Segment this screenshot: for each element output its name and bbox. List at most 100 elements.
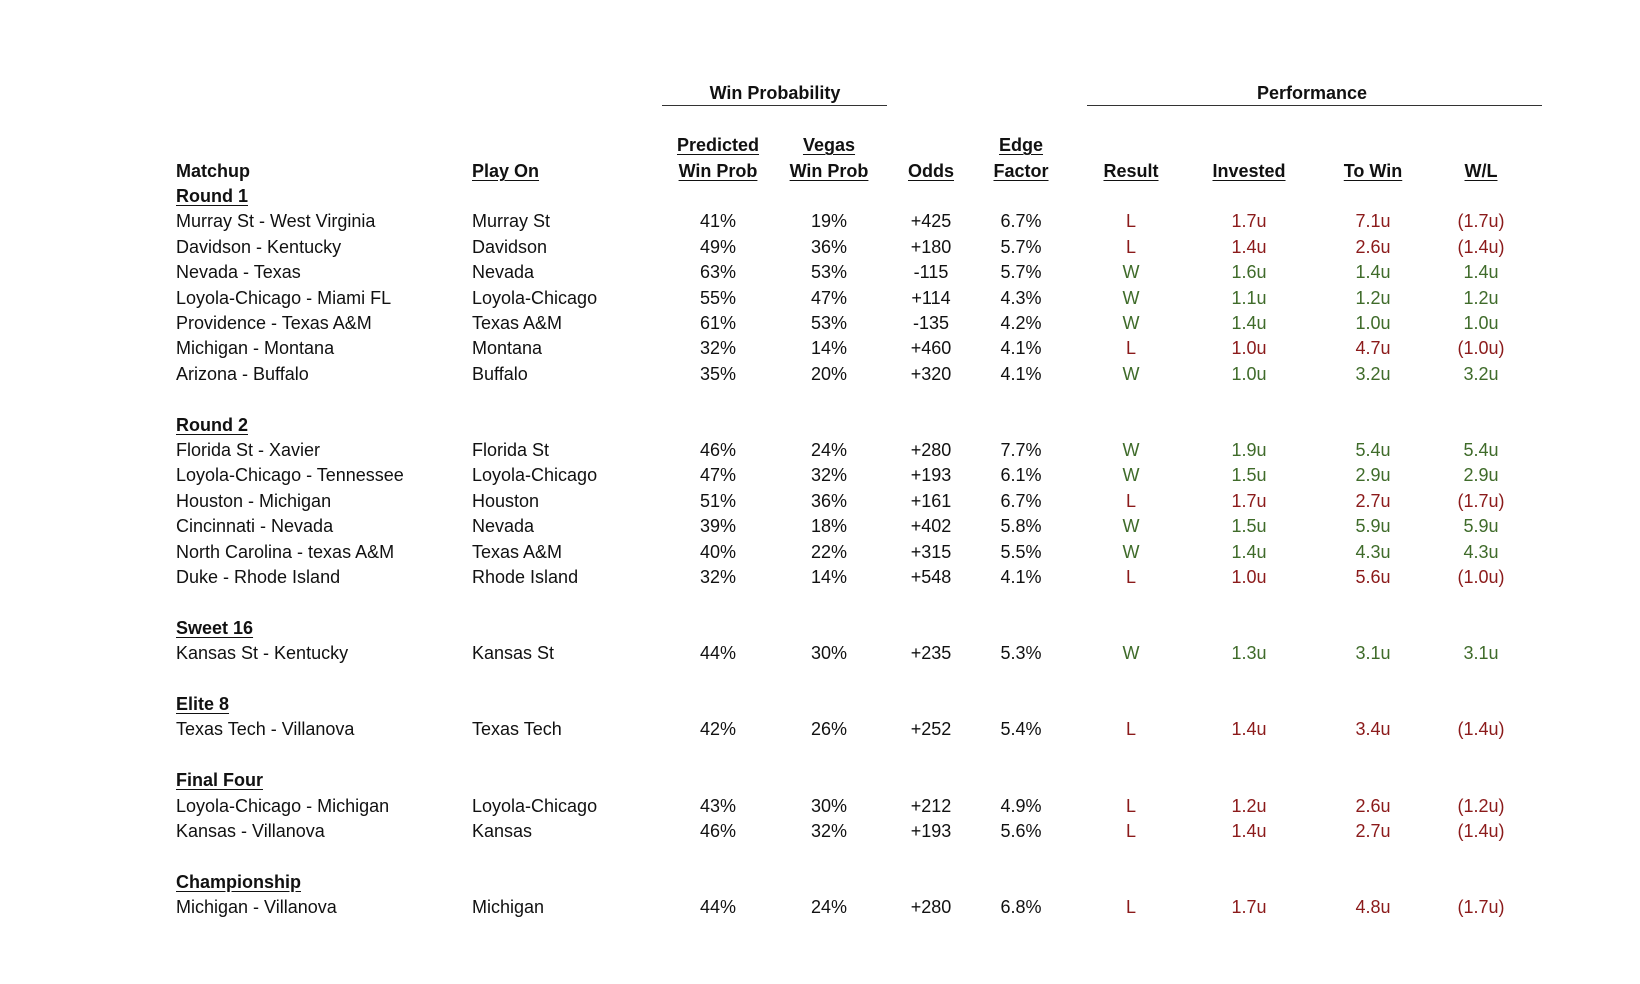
play-on-cell: Florida St — [472, 440, 550, 460]
edge-factor-cell: 6.8% — [1000, 897, 1042, 918]
vegas-win-prob-cell: 32% — [810, 465, 848, 486]
invested-cell: 1.7u — [1231, 897, 1267, 918]
column-header-wl: W/L — [1464, 161, 1498, 181]
odds-cell: +425 — [910, 211, 952, 232]
result-cell: W — [1122, 440, 1140, 460]
result-cell: L — [1125, 719, 1137, 740]
wl-cell: (1.7u) — [1457, 211, 1505, 232]
invested-cell: 1.0u — [1231, 338, 1267, 359]
round-heading: Sweet 16 — [176, 617, 254, 638]
result-cell: L — [1125, 821, 1137, 841]
edge-factor-cell: 5.4% — [1000, 719, 1042, 740]
play-on-cell: Texas A&M — [472, 541, 563, 562]
edge-factor-cell: 5.8% — [1000, 516, 1042, 537]
edge-factor-cell: 4.1% — [1000, 338, 1042, 359]
wl-cell: 3.2u — [1463, 363, 1499, 384]
to-win-cell: 2.7u — [1355, 821, 1391, 841]
matchup-cell: Duke - Rhode Island — [176, 567, 341, 587]
matchup-cell: Texas Tech - Villanova — [176, 719, 355, 740]
to-win-cell: 2.7u — [1355, 490, 1391, 511]
odds-cell: +114 — [911, 287, 951, 308]
group-header-win-probability: Win Probability — [709, 83, 841, 103]
result-cell: L — [1125, 236, 1137, 257]
wl-cell: (1.7u) — [1457, 490, 1505, 511]
invested-cell: 1.4u — [1231, 313, 1267, 333]
to-win-cell: 4.3u — [1355, 541, 1391, 562]
vegas-win-prob-cell: 24% — [810, 440, 848, 460]
matchup-cell: Houston - Michigan — [176, 490, 332, 511]
predicted-win-prob-cell: 49% — [699, 236, 737, 257]
group-divider-performance — [1087, 105, 1542, 106]
predicted-win-prob-cell: 39% — [699, 516, 737, 537]
to-win-cell: 2.6u — [1355, 795, 1391, 816]
predicted-win-prob-cell: 61% — [699, 313, 737, 333]
edge-factor-cell: 5.6% — [1000, 821, 1042, 841]
to-win-cell: 4.7u — [1355, 338, 1391, 359]
play-on-cell: Davidson — [472, 236, 548, 257]
odds-cell: -135 — [912, 313, 950, 333]
odds-cell: +280 — [910, 440, 952, 460]
matchup-cell: North Carolina - texas A&M — [176, 541, 395, 562]
play-on-cell: Loyola-Chicago — [472, 465, 598, 486]
play-on-cell: Texas A&M — [472, 313, 563, 333]
matchup-cell: Florida St - Xavier — [176, 440, 321, 460]
to-win-cell: 5.9u — [1355, 516, 1391, 537]
round-heading: Round 1 — [176, 186, 248, 206]
predicted-win-prob-cell: 51% — [699, 490, 737, 511]
play-on-cell: Michigan — [472, 897, 545, 918]
result-cell: L — [1125, 338, 1137, 359]
vegas-win-prob-cell: 18% — [810, 516, 848, 537]
result-cell: W — [1122, 541, 1140, 562]
to-win-cell: 1.4u — [1355, 262, 1391, 283]
group-header-performance: Performance — [1256, 83, 1368, 103]
result-cell: L — [1125, 567, 1137, 587]
to-win-cell: 3.4u — [1355, 719, 1391, 740]
wl-cell: 2.9u — [1463, 465, 1499, 486]
to-win-cell: 4.8u — [1355, 897, 1391, 918]
odds-cell: +193 — [910, 465, 952, 486]
invested-cell: 1.0u — [1231, 567, 1267, 587]
wl-cell: (1.7u) — [1457, 897, 1505, 918]
vegas-win-prob-cell: 32% — [810, 821, 848, 841]
predicted-win-prob-cell: 63% — [699, 262, 737, 283]
odds-cell: +320 — [910, 363, 952, 384]
result-cell: W — [1122, 313, 1140, 333]
edge-factor-cell: 6.7% — [1000, 211, 1042, 232]
predicted-win-prob-cell: 40% — [699, 541, 737, 562]
wl-cell: 4.3u — [1463, 541, 1499, 562]
play-on-cell: Murray St — [472, 211, 551, 232]
matchup-cell: Davidson - Kentucky — [176, 236, 342, 257]
wl-cell: (1.0u) — [1457, 338, 1505, 359]
wl-cell: 5.9u — [1463, 516, 1499, 537]
wl-cell: 1.0u — [1463, 313, 1499, 333]
invested-cell: 1.6u — [1231, 262, 1267, 283]
matchup-cell: Loyola-Chicago - Tennessee — [176, 465, 404, 486]
to-win-cell: 2.6u — [1355, 236, 1391, 257]
edge-factor-cell: 4.3% — [1000, 287, 1042, 308]
vegas-win-prob-cell: 22% — [810, 541, 848, 562]
invested-cell: 1.7u — [1231, 211, 1267, 232]
vegas-win-prob-cell: 36% — [810, 490, 848, 511]
result-cell: L — [1125, 897, 1137, 918]
vegas-win-prob-cell: 47% — [810, 287, 848, 308]
predicted-win-prob-cell: 44% — [699, 643, 737, 664]
play-on-cell: Nevada — [472, 516, 535, 537]
vegas-win-prob-cell: 30% — [810, 643, 848, 664]
edge-factor-cell: 4.9% — [1000, 795, 1042, 816]
column-header-result: Result — [1103, 161, 1159, 181]
odds-cell: +460 — [910, 338, 952, 359]
result-cell: W — [1122, 363, 1140, 384]
vegas-win-prob-cell: 53% — [810, 313, 848, 333]
edge-factor-cell: 5.7% — [1000, 262, 1042, 283]
play-on-cell: Loyola-Chicago — [472, 795, 598, 816]
result-cell: L — [1125, 490, 1137, 511]
odds-cell: +212 — [910, 795, 952, 816]
matchup-cell: Murray St - West Virginia — [176, 211, 376, 232]
invested-cell: 1.5u — [1231, 465, 1267, 486]
edge-factor-cell: 5.7% — [1000, 236, 1042, 257]
odds-cell: +193 — [910, 821, 952, 841]
vegas-win-prob-cell: 36% — [810, 236, 848, 257]
result-cell: L — [1125, 211, 1137, 232]
column-header-predicted-bottom: Win Prob — [678, 161, 758, 181]
matchup-cell: Michigan - Montana — [176, 338, 335, 359]
